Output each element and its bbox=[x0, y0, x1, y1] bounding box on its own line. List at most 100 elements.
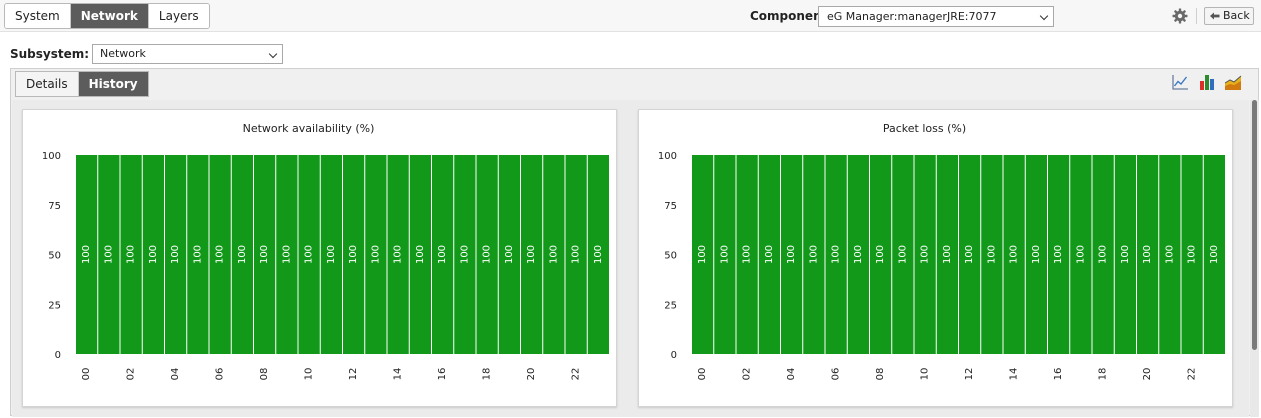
subsystem-label: Subsystem: bbox=[10, 47, 90, 61]
chart-bar bbox=[565, 155, 587, 354]
bar-data-label: 100 bbox=[1053, 245, 1064, 264]
bar-data-label: 100 bbox=[103, 245, 114, 264]
component-value: eG Manager:managerJRE:7077 bbox=[827, 10, 997, 23]
chart-bar bbox=[959, 155, 981, 354]
back-button[interactable]: Back bbox=[1204, 7, 1254, 25]
tab-history[interactable]: History bbox=[78, 72, 148, 96]
chart-bar bbox=[543, 155, 565, 354]
chart-title: Packet loss (%) bbox=[883, 122, 966, 135]
x-tick-label: 22 bbox=[1187, 368, 1198, 381]
bar-data-label: 100 bbox=[437, 245, 448, 264]
view-tab-group: Details History bbox=[15, 71, 149, 97]
chart-bar bbox=[1092, 155, 1114, 354]
bar-data-label: 100 bbox=[548, 245, 559, 264]
vertical-scrollbar[interactable] bbox=[1250, 100, 1259, 417]
bar-data-label: 100 bbox=[1098, 245, 1109, 264]
chart-bar bbox=[847, 155, 869, 354]
chart-bar bbox=[736, 155, 758, 354]
gear-icon[interactable] bbox=[1172, 8, 1188, 24]
x-tick-label: 04 bbox=[170, 368, 181, 381]
x-tick-label: 14 bbox=[393, 368, 404, 381]
packet-loss-card: Packet loss (%) 0 25 50 75 100 100 100 100 100 100… bbox=[638, 109, 1233, 407]
chart-bar bbox=[936, 155, 958, 354]
tab-network[interactable]: Network bbox=[70, 4, 149, 28]
y-tick-label: 100 bbox=[658, 151, 677, 162]
subsystem-select[interactable]: Network bbox=[92, 44, 283, 64]
bar-data-label: 100 bbox=[126, 245, 137, 264]
bar-data-label: 100 bbox=[259, 245, 270, 264]
history-panel: Details History Network availability (%)… bbox=[10, 68, 1259, 417]
chart-bar bbox=[1048, 155, 1070, 354]
chart-bar bbox=[714, 155, 736, 354]
chart-bar bbox=[1003, 155, 1025, 354]
bar-data-label: 100 bbox=[764, 245, 775, 264]
chart-bar bbox=[320, 155, 342, 354]
x-tick-label: 20 bbox=[526, 368, 537, 381]
line-chart-icon[interactable] bbox=[1171, 73, 1189, 91]
bar-data-label: 100 bbox=[148, 245, 159, 264]
bar-data-label: 100 bbox=[1120, 245, 1131, 264]
bar-data-label: 100 bbox=[281, 245, 292, 264]
chart-bar bbox=[521, 155, 543, 354]
bar-data-label: 100 bbox=[482, 245, 493, 264]
bar-data-label: 100 bbox=[459, 245, 470, 264]
top-tab-group: System Network Layers bbox=[4, 3, 210, 29]
x-tick-label: 12 bbox=[348, 368, 359, 381]
chart-bar bbox=[98, 155, 120, 354]
bar-data-label: 100 bbox=[1187, 245, 1198, 264]
y-tick-label: 50 bbox=[48, 251, 61, 262]
tab-layers[interactable]: Layers bbox=[148, 4, 209, 28]
chart-bar bbox=[825, 155, 847, 354]
x-tick-label: 18 bbox=[1098, 368, 1109, 381]
chevron-down-icon bbox=[268, 49, 278, 59]
chart-bar bbox=[298, 155, 320, 354]
chart-bar bbox=[165, 155, 187, 354]
chart-bar bbox=[587, 155, 609, 354]
area-chart-icon[interactable] bbox=[1224, 73, 1242, 91]
bar-data-label: 100 bbox=[1075, 245, 1086, 264]
bar-data-label: 100 bbox=[897, 245, 908, 264]
bar-data-label: 100 bbox=[304, 245, 315, 264]
bar-data-label: 100 bbox=[1164, 245, 1175, 264]
bar-chart-icon[interactable] bbox=[1198, 73, 1216, 91]
x-tick-label: 08 bbox=[875, 368, 886, 381]
bar-data-label: 100 bbox=[831, 245, 842, 264]
scrollbar-thumb[interactable] bbox=[1252, 100, 1257, 350]
chevron-down-icon bbox=[1039, 11, 1049, 21]
bar-data-label: 100 bbox=[942, 245, 953, 264]
back-button-label: Back bbox=[1223, 9, 1250, 22]
x-tick-label: 06 bbox=[831, 368, 842, 381]
bar-data-label: 100 bbox=[697, 245, 708, 264]
tab-details[interactable]: Details bbox=[16, 72, 79, 96]
chart-bar bbox=[187, 155, 209, 354]
tab-system[interactable]: System bbox=[5, 4, 71, 28]
chart-bar bbox=[1025, 155, 1047, 354]
x-tick-label: 00 bbox=[81, 368, 92, 381]
y-tick-label: 25 bbox=[48, 300, 61, 311]
bar-data-label: 100 bbox=[742, 245, 753, 264]
x-tick-label: 16 bbox=[437, 368, 448, 381]
component-label: Component bbox=[750, 9, 828, 23]
x-tick-label: 00 bbox=[697, 368, 708, 381]
chart-bar bbox=[409, 155, 431, 354]
charts-area: Network availability (%) 0 25 50 75 100 100 100… bbox=[12, 100, 1249, 417]
bar-data-label: 100 bbox=[237, 245, 248, 264]
chart-bar bbox=[758, 155, 780, 354]
bar-data-label: 100 bbox=[986, 245, 997, 264]
bar-data-label: 100 bbox=[170, 245, 181, 264]
x-tick-label: 14 bbox=[1009, 368, 1020, 381]
y-tick-label: 75 bbox=[48, 201, 61, 212]
bar-data-label: 100 bbox=[348, 245, 359, 264]
bar-data-label: 100 bbox=[415, 245, 426, 264]
x-tick-label: 20 bbox=[1142, 368, 1153, 381]
chart-bar bbox=[276, 155, 298, 354]
y-tick-label: 75 bbox=[664, 201, 677, 212]
chart-bar bbox=[142, 155, 164, 354]
component-select[interactable]: eG Manager:managerJRE:7077 bbox=[818, 6, 1054, 27]
toolbar-divider bbox=[1196, 8, 1197, 24]
bar-data-label: 100 bbox=[215, 245, 226, 264]
chart-bar bbox=[387, 155, 409, 354]
chart-bar bbox=[120, 155, 142, 354]
x-tick-label: 02 bbox=[126, 368, 137, 381]
chart-bar bbox=[1070, 155, 1092, 354]
